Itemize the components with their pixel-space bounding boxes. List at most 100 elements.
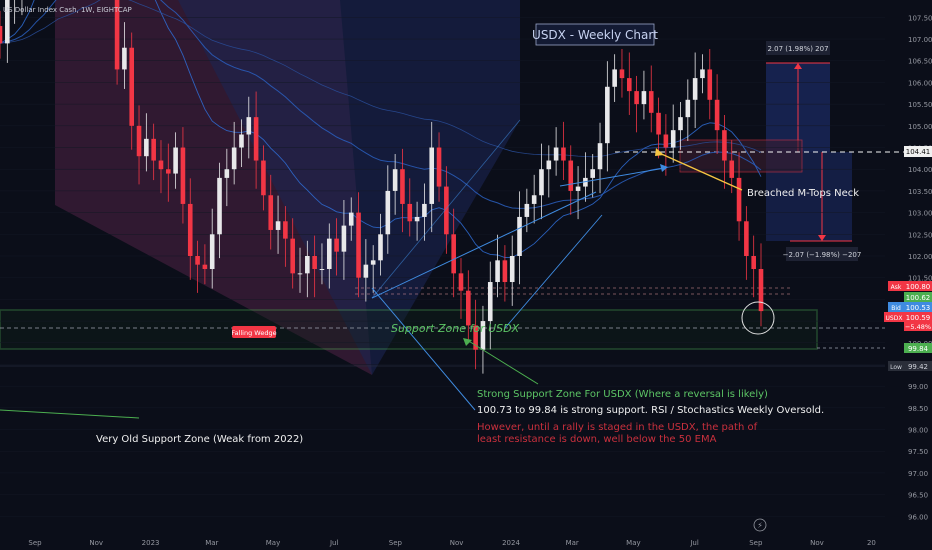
candle-body [568,160,574,191]
candle-body [136,125,142,157]
candle-body [319,269,325,271]
candle-body [685,99,691,118]
bid-label: Bid [891,305,901,312]
rising-trendline [371,191,597,299]
y-tick-label: 98.50 [908,405,928,413]
candle-body [751,255,756,270]
candle-body [612,69,617,87]
x-tick-label: Jul [689,539,699,547]
candle-body [436,147,442,187]
candle-body [590,169,596,178]
candle-body [626,78,632,92]
y-tick-label: 105.50 [908,101,932,109]
support-pointer-line [466,339,539,385]
candle-body [561,147,566,161]
candle-body [305,255,310,274]
candle-body [224,169,230,178]
candle-body [480,321,486,350]
candle-body [473,325,478,350]
candle-body [114,0,120,70]
x-tick-label: 2023 [142,539,160,547]
channel-region [178,0,520,375]
x-tick-label: Sep [749,539,763,547]
candles [0,0,764,374]
candle-body [487,282,493,322]
candle-body [239,134,244,148]
chart-title: USDX - Weekly Chart [532,28,658,42]
neck-price-tag [904,146,932,157]
y-tick-label: 103.00 [908,210,932,218]
candle-body [334,238,339,252]
candle-body [670,130,676,148]
candle-body [700,69,705,79]
candle-body [173,147,178,174]
y-tick-label: 101.50 [908,275,932,283]
neck-trendline-arrowhead [660,164,668,172]
low-price: 99.42 [908,363,928,371]
strong-support-body: 100.73 to 99.84 is strong support. RSI /… [477,405,824,416]
candle-body [407,203,413,222]
y-tick-label: 103.50 [908,188,932,196]
mid-price-tag [904,292,932,302]
ema-100-line [0,0,762,158]
x-tick-label: 2024 [502,539,520,547]
candle-body [246,117,252,135]
last-price-tag [904,312,932,331]
y-tick-label: 104.00 [908,166,932,174]
candle-body [326,238,332,270]
support-zone-box [0,309,818,350]
reversal-circle [741,301,775,335]
neck-callout-arrowhead [655,148,664,156]
y-tick-label: 96.00 [908,513,928,521]
candle-body [165,169,171,174]
x-tick-label: 20 [867,539,876,547]
candle-body [0,26,3,44]
candle-body [714,99,720,131]
candle-body [385,190,391,235]
x-tick-label: Jul [329,539,339,547]
measure-arrowhead-bottom [818,235,826,241]
y-tick-label: 107.50 [908,14,932,22]
event-marker[interactable] [753,518,767,532]
candle-body [202,264,208,270]
symbol-line: US Dollar Index Cash, 1W, EIGHTCAP [3,6,132,14]
candle-body [546,160,552,170]
candle-body [283,221,288,239]
chart-title-box [535,23,655,46]
measure-top-label-box [766,41,830,55]
support-price-tag [904,343,932,353]
x-tick-label: Nov [810,539,824,547]
x-axis: Sep Nov 2023 Mar May Jul Sep Nov 2024 Mar May Jul Se… [28,539,875,547]
bid-price: 100.53 [906,304,931,312]
ema-50-line [0,0,762,209]
candle-body [509,255,515,283]
candle-body [744,221,749,256]
candle-body [392,169,398,191]
candle-body [378,234,383,261]
y-tick-label: 107.00 [908,36,932,44]
candle-body [129,47,135,126]
x-tick-label: Mar [566,539,579,547]
warning-line-2: least resistance is down, well below the… [477,434,717,445]
candle-body [370,260,376,265]
candle-body [422,203,427,217]
candle-body [356,212,361,278]
candle-body [187,203,193,256]
candle-body [575,186,581,191]
ask-label: Ask [891,284,902,291]
candle-body [444,186,449,235]
y-tick-label: 99.00 [908,383,928,391]
candle-body [758,269,764,312]
bid-price-tag [904,302,932,312]
candle-body [122,47,127,70]
measure-top-label: 2.07 (1.98%) 207 [767,45,828,53]
bid-tag [888,302,904,312]
candle-body [707,69,713,100]
x-tick-label: Mar [205,539,218,547]
candle-body [451,234,456,274]
old-support-line [0,409,140,419]
x-tick-label: Nov [89,539,103,547]
y-tick-label: 102.50 [908,231,932,239]
candle-body [261,160,266,196]
